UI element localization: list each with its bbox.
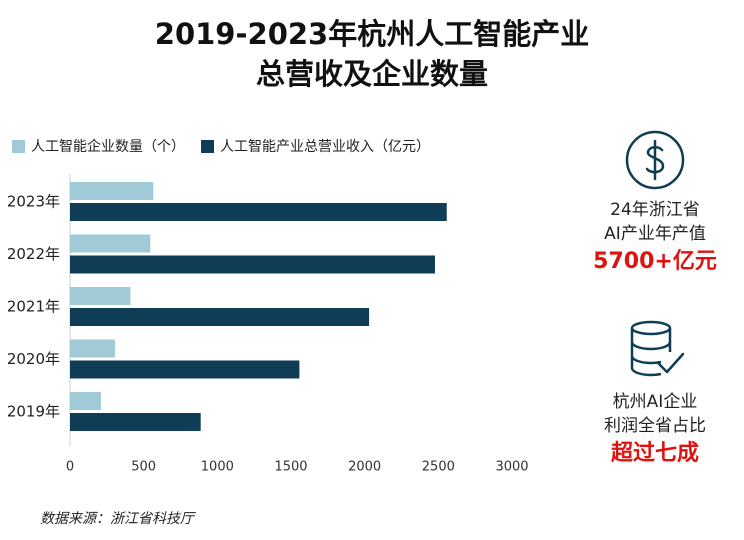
y-tick-label: 2023年	[7, 193, 60, 211]
title-line-2: 总营收及企业数量	[255, 57, 488, 91]
legend-label-revenue: 人工智能产业总营业收入（亿元）	[220, 139, 430, 155]
bar-companies-1	[70, 234, 151, 253]
y-tick-label: 2019年	[7, 403, 60, 421]
legend-item-revenue: 人工智能产业总营业收入（亿元）	[201, 136, 430, 156]
database-check-icon	[630, 320, 685, 377]
legend: 人工智能企业数量（个） 人工智能产业总营业收入（亿元）	[12, 136, 446, 156]
y-tick-label: 2021年	[7, 298, 60, 316]
bar-companies-2	[70, 287, 131, 305]
x-tick-label: 1500	[274, 460, 307, 475]
side-panel-top: 24年浙江省 AI产业年产值 5700+亿元	[580, 128, 730, 278]
bar-revenue-4	[70, 413, 201, 431]
side-top-line-1: 24年浙江省	[610, 200, 700, 220]
bar-revenue-0	[70, 203, 447, 221]
chart-title: 2019-2023年杭州人工智能产业 总营收及企业数量	[0, 14, 744, 94]
x-tick-label: 2500	[422, 460, 455, 475]
bar-revenue-3	[70, 360, 300, 379]
side-bottom-line-2: 利润全省占比	[604, 416, 706, 436]
y-tick-label: 2022年	[7, 245, 60, 263]
legend-label-companies: 人工智能企业数量（个）	[31, 139, 185, 155]
bar-companies-0	[70, 182, 154, 200]
legend-item-companies: 人工智能企业数量（个）	[12, 136, 185, 156]
x-tick-label: 500	[131, 460, 156, 475]
x-tick-label: 2000	[348, 460, 381, 475]
legend-swatch-companies	[12, 139, 25, 153]
title-line-1: 2019-2023年杭州人工智能产业	[154, 17, 590, 51]
bar-chart: 2023年 2022年 2021年 2020年 2019年 0 500 1000 1500 200…	[7, 174, 529, 475]
bar-revenue-1	[70, 255, 435, 274]
dollar-icon	[625, 130, 685, 190]
side-top-highlight: 5700+亿元	[593, 249, 717, 274]
bar-revenue-2	[70, 308, 370, 326]
side-bottom-highlight: 超过七成	[610, 441, 699, 466]
bar-companies-4	[70, 392, 101, 410]
side-top-line-2: AI产业年产值	[604, 224, 706, 244]
side-panel-bottom: 杭州AI企业 利润全省占比 超过七成	[580, 316, 730, 470]
x-tick-label: 0	[66, 460, 74, 475]
x-tick-label: 3000	[495, 460, 528, 475]
x-tick-label: 1000	[201, 460, 234, 475]
data-source: 数据来源：浙江省科技厅	[40, 511, 194, 527]
y-tick-label: 2020年	[7, 350, 60, 368]
bar-companies-3	[70, 339, 115, 358]
side-bottom-line-1: 杭州AI企业	[612, 392, 698, 412]
legend-swatch-revenue	[201, 139, 214, 153]
